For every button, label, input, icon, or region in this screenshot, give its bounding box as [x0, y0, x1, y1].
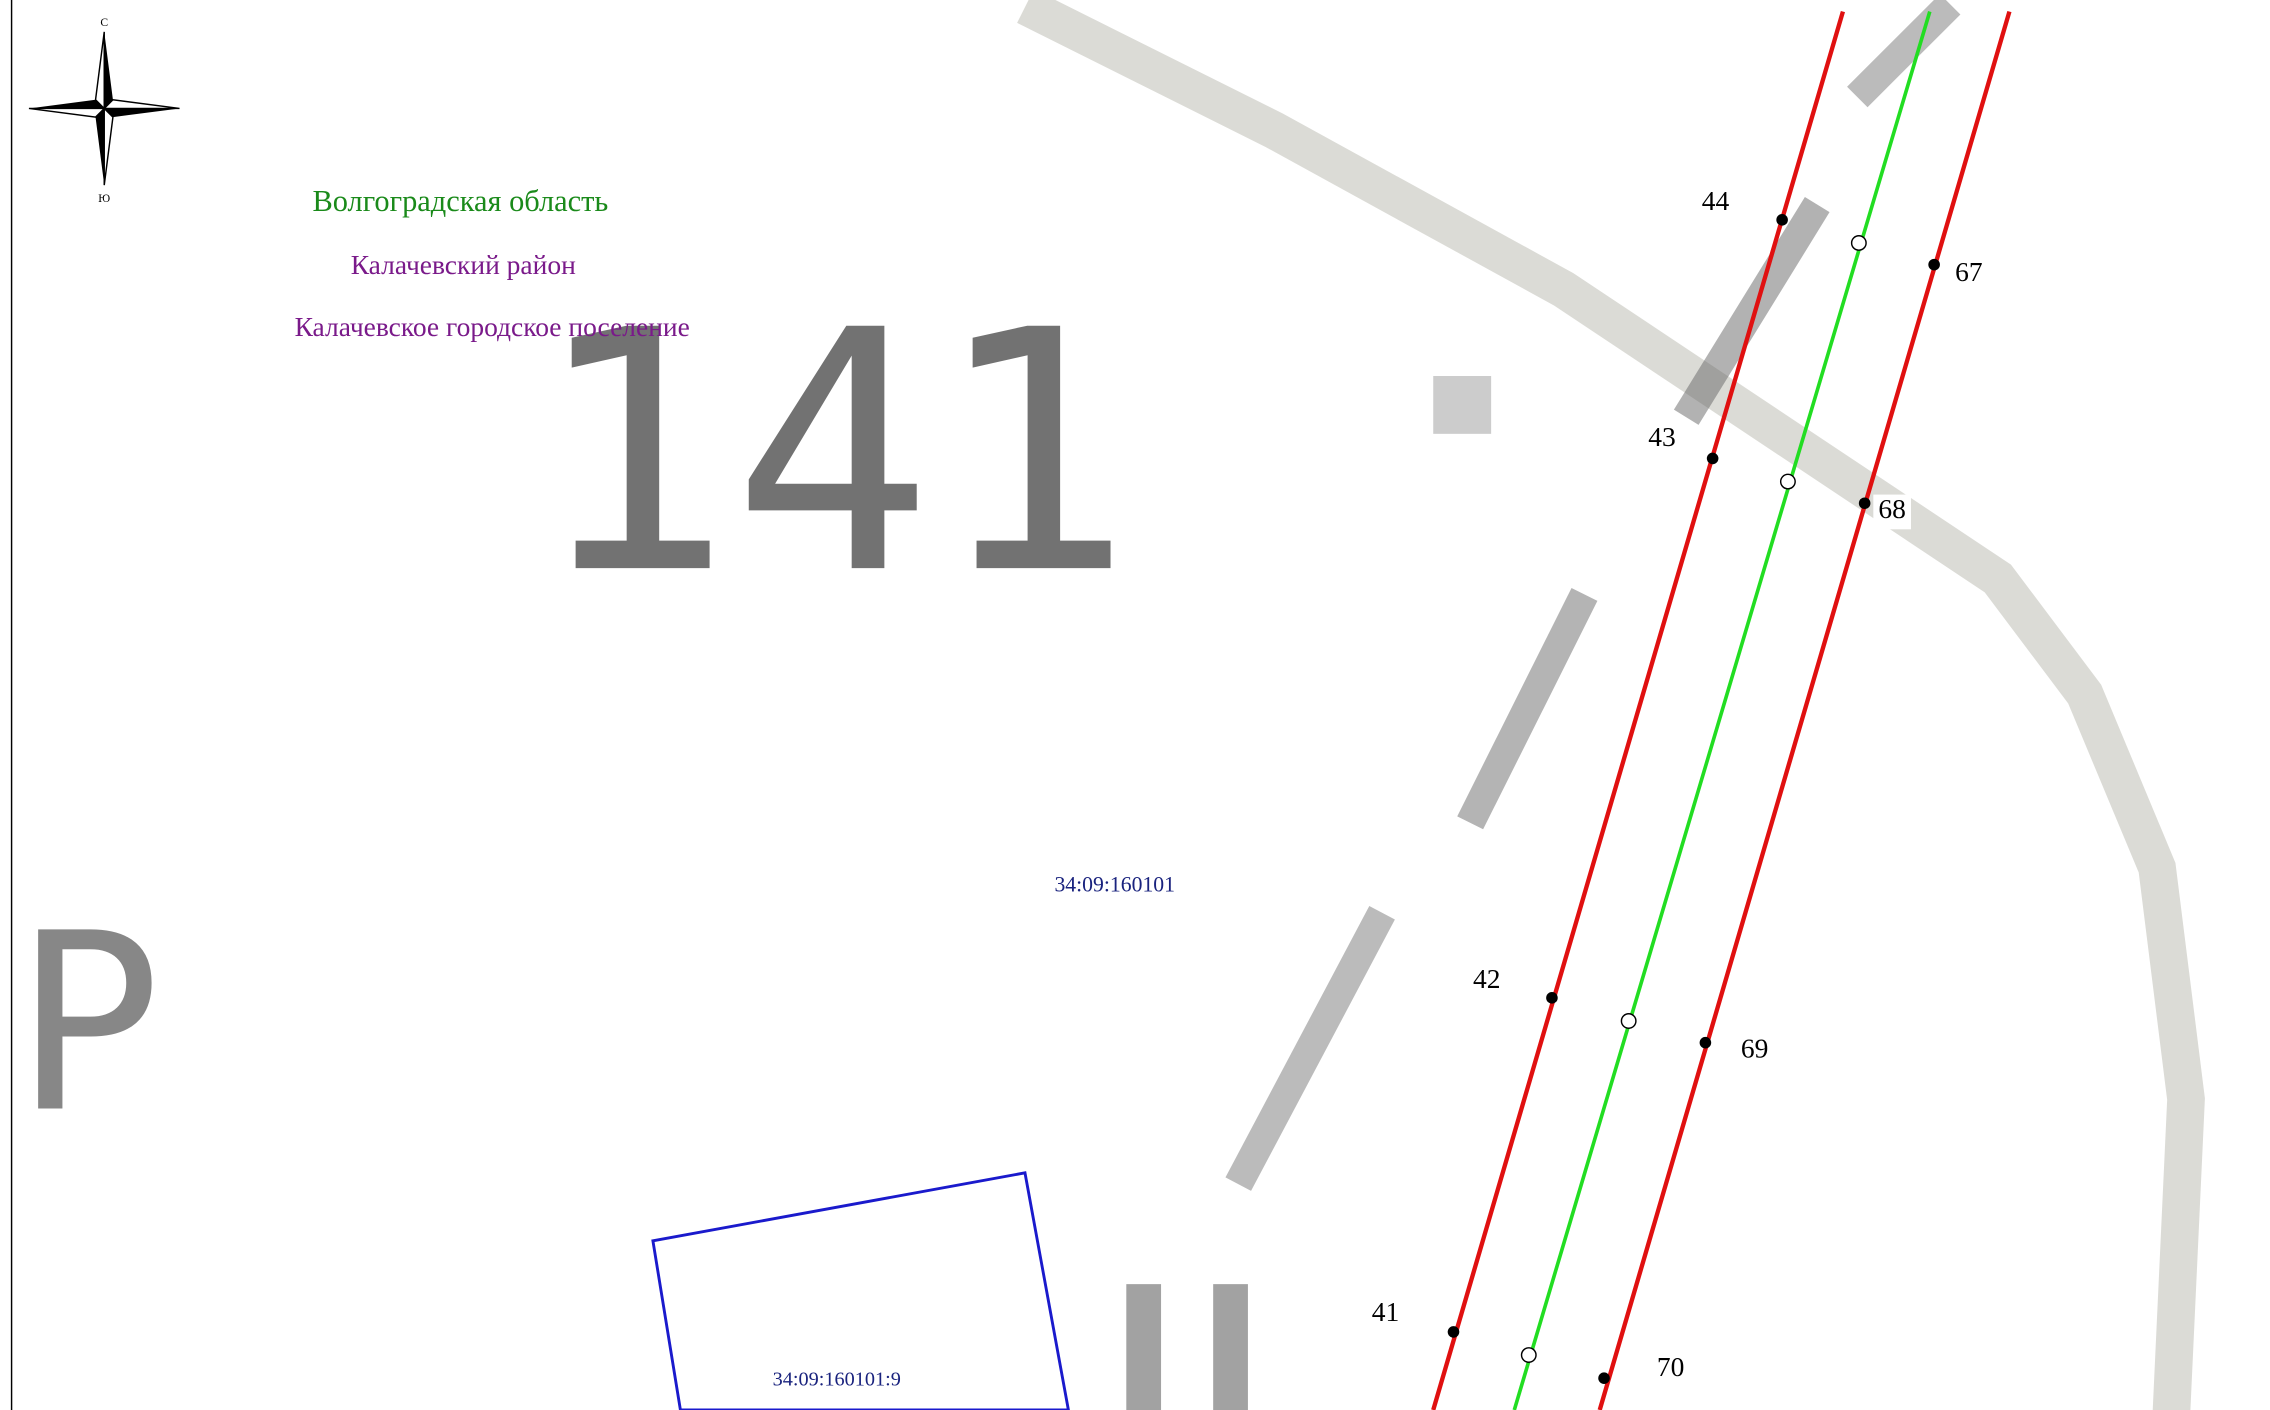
boundary-point — [1546, 992, 1558, 1004]
settlement-label: Калачевское городское поселение — [295, 312, 690, 342]
compass-south: Ю — [98, 192, 110, 205]
boundary-point — [1700, 1037, 1712, 1049]
map: 141 Р С Ю Волгоградская область Калачевс… — [0, 0, 2270, 1410]
point-label: 69 — [1741, 1034, 1768, 1064]
point-label: 67 — [1955, 257, 1982, 287]
quarter-label: 34:09:160101 — [1054, 872, 1175, 896]
raster-block — [1433, 376, 1491, 434]
boundary-point — [1928, 259, 1940, 271]
parcel-label: 34:09:160101:9 — [773, 1369, 901, 1391]
district-label: Калачевский район — [351, 250, 576, 280]
axis-point — [1852, 236, 1866, 250]
point-label: 43 — [1648, 422, 1675, 452]
point-label: 68 — [1878, 494, 1905, 524]
point-label: 70 — [1657, 1352, 1684, 1382]
boundary-point — [1598, 1372, 1610, 1384]
point-label: 44 — [1702, 186, 1730, 216]
boundary-point — [1448, 1326, 1460, 1338]
boundary-point — [1707, 453, 1719, 465]
axis-point — [1621, 1014, 1635, 1028]
boundary-point — [1776, 214, 1788, 226]
region-label: Волгоградская область — [312, 184, 608, 218]
boundary-point — [1859, 497, 1871, 509]
axis-point — [1522, 1348, 1536, 1362]
point-label: 42 — [1473, 964, 1500, 994]
background-letter: Р — [14, 882, 162, 1168]
compass-north: С — [100, 16, 108, 29]
axis-point — [1781, 474, 1795, 488]
point-label: 41 — [1372, 1297, 1399, 1327]
